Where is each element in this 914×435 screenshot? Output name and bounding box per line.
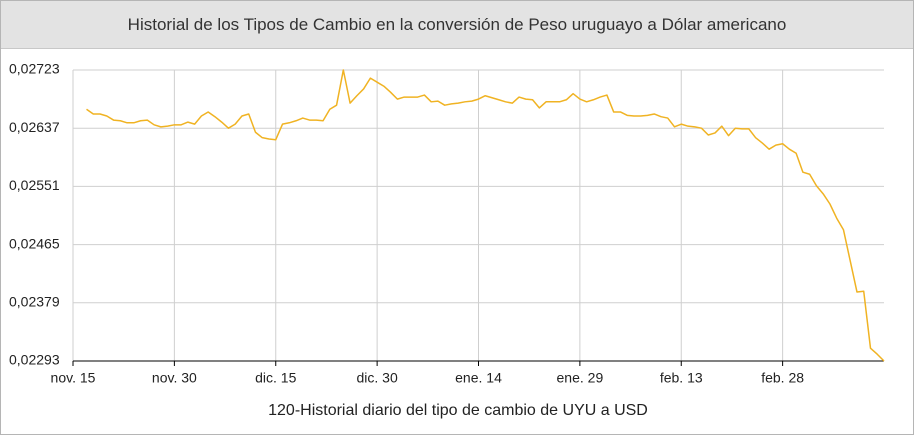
x-tick-label: ene. 14 bbox=[455, 370, 502, 386]
x-tick-label: nov. 15 bbox=[51, 370, 96, 386]
y-tick-label: 0,02465 bbox=[9, 235, 60, 251]
x-tick-label: ene. 29 bbox=[557, 370, 604, 386]
y-tick-label: 0,02551 bbox=[9, 177, 60, 193]
x-tick-label: feb. 28 bbox=[761, 370, 804, 386]
y-tick-label: 0,02637 bbox=[9, 119, 60, 135]
y-tick-label: 0,02293 bbox=[9, 352, 60, 368]
x-axis-label: 120-Historial diario del tipo de cambio … bbox=[268, 402, 648, 419]
x-tick-label: dic. 30 bbox=[357, 370, 398, 386]
y-tick-label: 0,02723 bbox=[9, 61, 60, 77]
x-tick-label: nov. 30 bbox=[152, 370, 197, 386]
series-line bbox=[86, 69, 885, 362]
header-bar: Historial de los Tipos de Cambio en la c… bbox=[1, 1, 913, 49]
x-tick-label: feb. 13 bbox=[660, 370, 703, 386]
y-tick-label: 0,02379 bbox=[9, 294, 60, 310]
chart-title: Historial de los Tipos de Cambio en la c… bbox=[127, 15, 787, 34]
x-tick-label: dic. 15 bbox=[255, 370, 296, 386]
